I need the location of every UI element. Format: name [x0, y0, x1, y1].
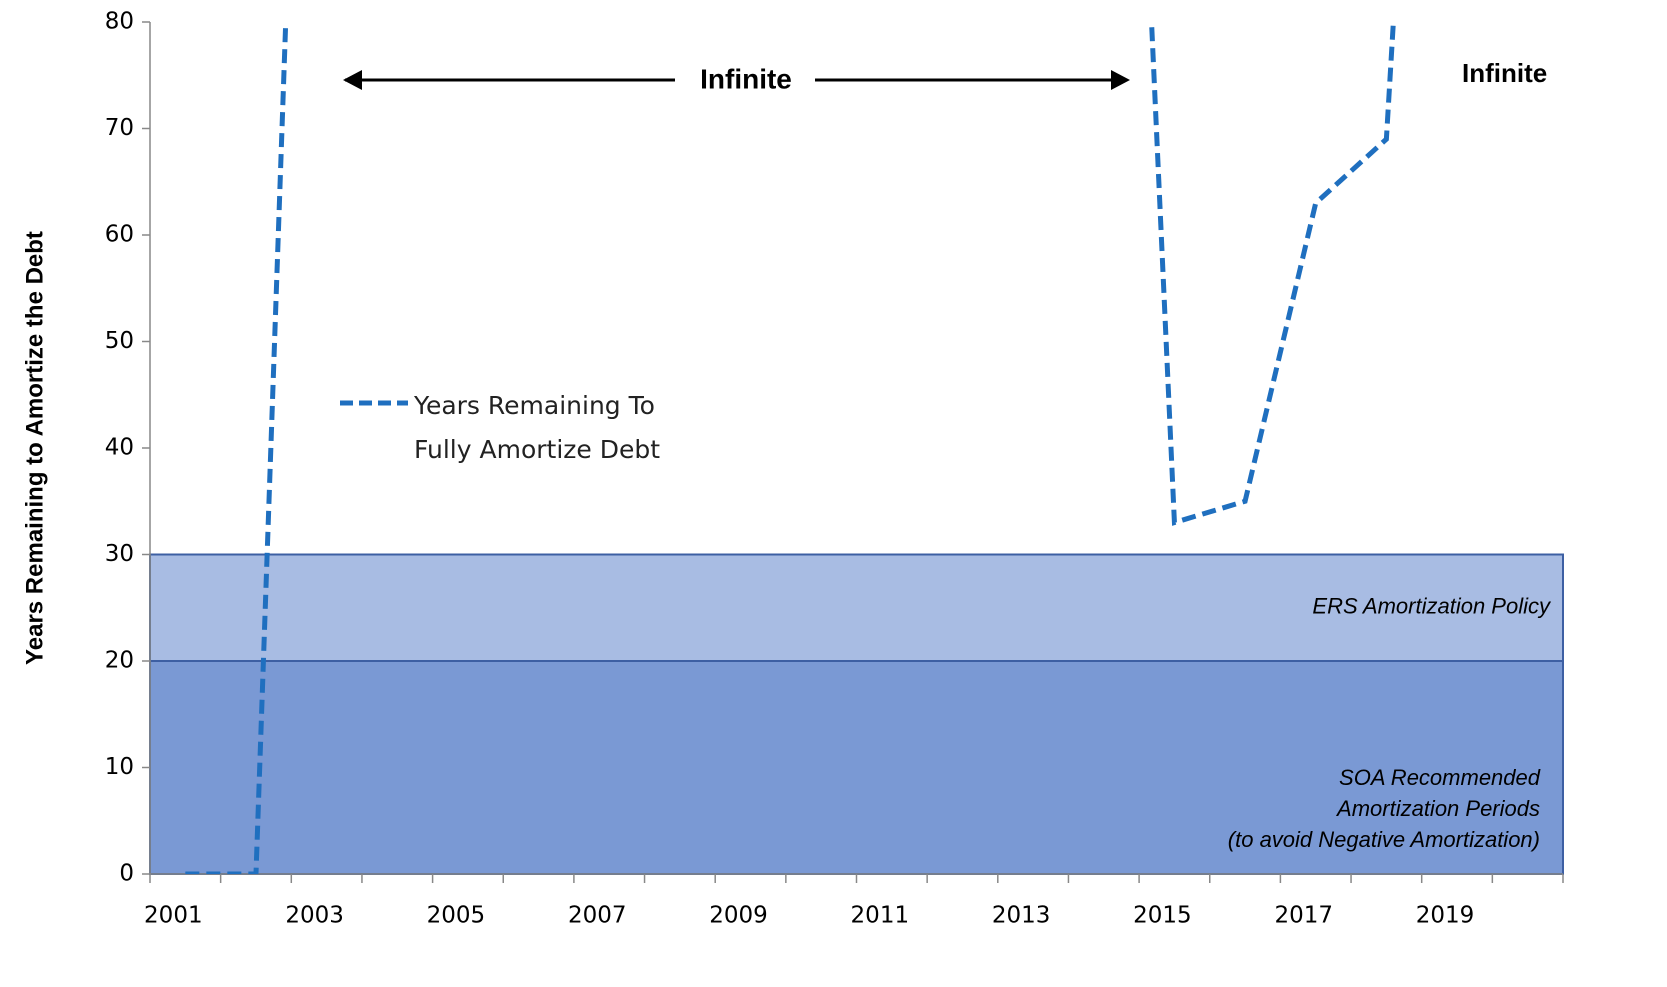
annotation: Infinite [700, 63, 792, 94]
band [149, 660, 1564, 875]
x-tick-label: 2015 [1133, 903, 1192, 929]
x-tick-label: 2007 [568, 903, 627, 929]
series-clip [185, 22, 1396, 874]
y-tick-label: 10 [105, 754, 134, 780]
y-tick-label: 20 [105, 648, 134, 674]
band-label: Amortization Periods [1335, 796, 1540, 821]
arrow-head [1111, 70, 1130, 90]
y-tick-label: 80 [105, 9, 134, 35]
x-tick-label: 2003 [285, 903, 344, 929]
x-tick-label: 2017 [1274, 903, 1333, 929]
x-tick-label: 2019 [1416, 903, 1475, 929]
y-tick-label: 40 [105, 435, 134, 461]
arrow-head [343, 70, 362, 90]
series-line [185, 22, 1396, 874]
y-tick-label: 0 [119, 861, 134, 887]
x-tick-label: 2005 [427, 903, 486, 929]
y-axis-title: Years Remaining to Amortize the Debt [21, 231, 48, 665]
y-tick-label: 30 [105, 541, 134, 567]
x-tick-label: 2011 [851, 903, 910, 929]
x-tick-label: 2009 [709, 903, 768, 929]
x-tick-label: 2001 [144, 903, 203, 929]
annotation: Infinite [1462, 58, 1547, 88]
x-tick-label: 2013 [992, 903, 1051, 929]
y-tick-label: 50 [105, 328, 134, 354]
y-tick-label: 60 [105, 222, 134, 248]
band-label: SOA Recommended [1339, 765, 1541, 790]
band [149, 553, 1564, 662]
y-tick-label: 70 [105, 115, 134, 141]
band-label: ERS Amortization Policy [1312, 594, 1552, 619]
legend-label: Years Remaining To Fully Amortize Debt [414, 391, 661, 464]
band-label: (to avoid Negative Amortization) [1228, 827, 1540, 852]
